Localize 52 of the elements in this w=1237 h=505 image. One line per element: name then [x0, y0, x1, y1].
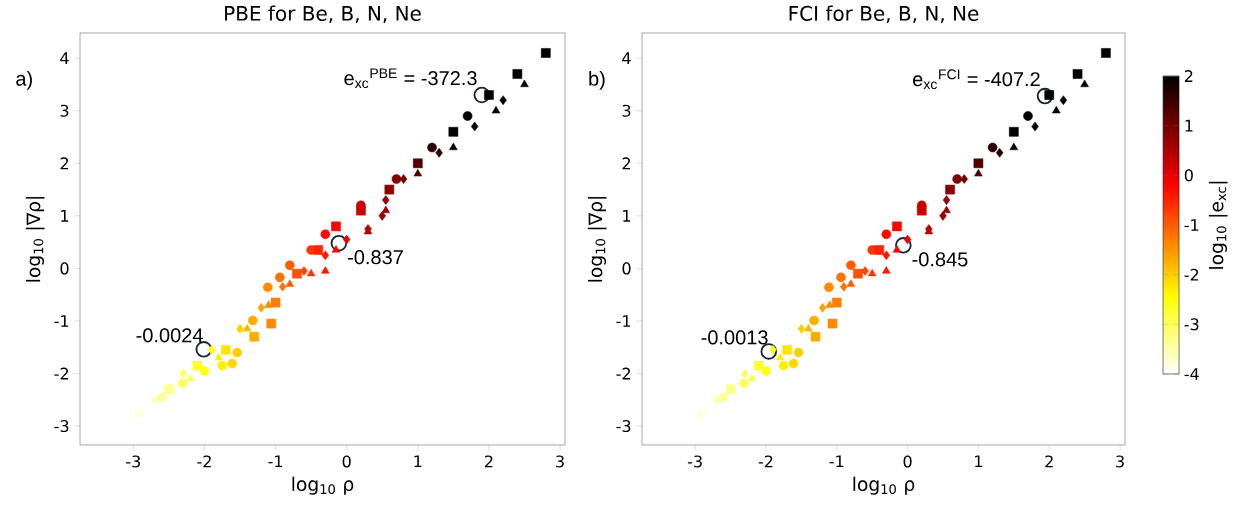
color-bar-label: -4: [1184, 368, 1199, 380]
y-tick-label: 2: [622, 157, 630, 170]
x-tick-label: 2: [1045, 455, 1053, 468]
y-tick-label: 4: [622, 52, 631, 65]
text: a): [16, 71, 32, 90]
annotation: -0.845: [912, 252, 968, 267]
x-tick-label: 0: [903, 455, 912, 468]
y-tick-label: -2: [54, 367, 69, 380]
y-tick-label: 3: [622, 104, 631, 117]
y-tick-label: 2: [60, 157, 68, 170]
chart-title: PBE for Be, B, N, Ne: [225, 5, 421, 23]
x-tick-label: 2: [485, 455, 493, 468]
x-tick-label: -1: [829, 455, 844, 468]
y-tick-label: -2: [616, 367, 631, 380]
y-tick-label: 0: [622, 262, 631, 275]
annotation: -0.837: [348, 250, 403, 265]
color-bar-label: -2: [1184, 268, 1199, 281]
x-tick-label: -1: [268, 455, 283, 468]
annotation: -0.0024: [136, 328, 203, 343]
y-tick-label: -1: [54, 315, 69, 327]
annotation: e$_{xc}$$^{PBE}$ = -372.3: [344, 68, 477, 89]
x-tick-label: -3: [126, 455, 141, 468]
annotation: e$_{xc}$$^{FCI}$ = -407.2: [913, 69, 1040, 90]
x-tick-label: -2: [197, 455, 211, 468]
text: b): [589, 71, 605, 90]
y-tick-label: 1: [61, 210, 69, 222]
y-axis-title: log$_{10}$ |∇ρ|: [25, 197, 45, 282]
color-bar-title: log$_{10}$ |e$_{xc}$|: [1208, 181, 1228, 269]
x-axis-title: log$_{10}$ ρ: [853, 476, 915, 495]
y-tick-label: 1: [623, 210, 631, 222]
x-tick-label: 1: [414, 455, 422, 468]
color-bar-label: 1: [1185, 119, 1193, 132]
y-tick-label: 0: [60, 262, 69, 275]
y-tick-label: -3: [54, 420, 69, 433]
annotation: -0.0013: [701, 330, 768, 345]
color-bar-label: 2: [1184, 70, 1193, 82]
y-tick-label: 3: [60, 104, 69, 117]
x-tick-label: 1: [975, 455, 983, 468]
x-tick-label: 3: [556, 455, 564, 468]
x-tick-label: -3: [687, 455, 702, 468]
x-tick-label: -2: [758, 455, 773, 468]
color-bar-label: -3: [1184, 318, 1199, 331]
y-axis-title: log$_{10}$ |∇ρ|: [587, 197, 607, 282]
color-bar-label: 0: [1184, 169, 1193, 182]
y-tick-label: -1: [616, 315, 631, 327]
x-tick-label: 3: [1116, 455, 1124, 468]
chart-title: FCI for Be, B, N, Ne: [789, 5, 979, 23]
x-tick-label: 0: [342, 455, 351, 468]
color-bar-label: -1: [1184, 219, 1199, 231]
y-tick-label: -3: [616, 420, 631, 433]
y-tick-label: 4: [60, 52, 69, 65]
x-axis-title: log$_{10}$ ρ: [292, 476, 354, 495]
